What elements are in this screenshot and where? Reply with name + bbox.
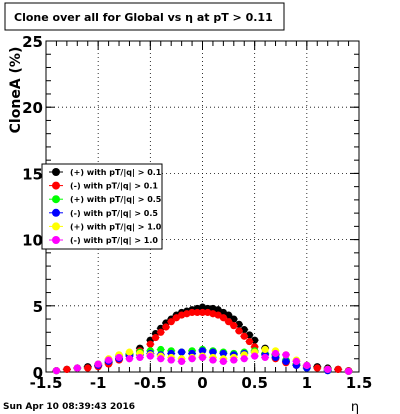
data-point bbox=[224, 318, 233, 326]
data-point bbox=[219, 349, 227, 358]
x-axis-title: η bbox=[351, 400, 359, 414]
series-6 bbox=[52, 349, 353, 375]
data-series bbox=[52, 303, 353, 375]
legend-marker bbox=[52, 236, 60, 244]
data-point bbox=[324, 365, 332, 373]
data-point bbox=[115, 353, 123, 362]
legend-marker bbox=[52, 208, 60, 217]
data-point bbox=[292, 357, 300, 366]
timestamp: Sun Apr 10 08:39:43 2016 bbox=[3, 402, 135, 412]
data-point bbox=[63, 365, 71, 373]
legend-entry: (+) with pT/|q| > 0.1 bbox=[49, 168, 162, 177]
data-point bbox=[261, 353, 269, 362]
x-tick-label: -1.5 bbox=[30, 374, 63, 392]
x-tick-label: 1 bbox=[302, 374, 312, 392]
legend-entry: (-) with pT/|q| > 0.5 bbox=[49, 208, 158, 218]
chart-title: Clone over all for Global vs η at pT > 0… bbox=[14, 11, 273, 24]
plot-area bbox=[45, 40, 360, 375]
data-point bbox=[240, 332, 248, 340]
data-point bbox=[198, 353, 207, 362]
data-point bbox=[125, 348, 134, 356]
legend: (+) with pT/|q| > 0.1 (-) with pT/|q| > 0… bbox=[41, 163, 163, 250]
legend-marker bbox=[52, 195, 60, 204]
data-point bbox=[209, 356, 217, 364]
data-point bbox=[282, 351, 290, 359]
data-point bbox=[157, 355, 165, 363]
y-tick-label: 15 bbox=[22, 165, 43, 183]
legend-label: (-) with pT/|q| > 0.5 bbox=[70, 209, 158, 218]
data-point bbox=[162, 323, 170, 331]
legend-marker bbox=[52, 168, 60, 176]
data-point bbox=[282, 357, 290, 366]
data-point bbox=[261, 345, 269, 354]
data-point bbox=[240, 355, 248, 363]
data-point bbox=[178, 357, 186, 366]
y-axis-title: CloneA (%) bbox=[8, 47, 24, 134]
data-point bbox=[188, 308, 196, 317]
data-point bbox=[73, 364, 81, 372]
x-tick-labels: -1.5 -1 -0.5 0 0.5 1 1.5 bbox=[30, 374, 373, 392]
x-tick-label: -0.5 bbox=[134, 374, 167, 392]
y-tick-label: 5 bbox=[33, 298, 43, 316]
legend-label: (-) with pT/|q| > 1.0 bbox=[70, 236, 158, 245]
legend-label: (-) with pT/|q| > 0.1 bbox=[70, 182, 158, 191]
y-tick-label: 25 bbox=[22, 33, 43, 51]
legend-marker bbox=[52, 222, 60, 231]
data-point bbox=[94, 360, 102, 368]
data-point bbox=[146, 352, 154, 360]
legend-entries: (+) with pT/|q| > 0.1 (-) with pT/|q| > 0… bbox=[49, 168, 162, 245]
data-point bbox=[198, 308, 207, 317]
data-point bbox=[157, 328, 165, 336]
data-point bbox=[334, 365, 342, 373]
data-point bbox=[219, 314, 227, 322]
data-point bbox=[188, 355, 196, 363]
legend-entry: (+) with pT/|q| > 0.5 bbox=[49, 195, 162, 204]
data-point bbox=[271, 349, 280, 358]
x-tick-label: 1.5 bbox=[346, 374, 373, 392]
data-point bbox=[245, 337, 254, 346]
legend-label: (+) with pT/|q| > 0.5 bbox=[70, 195, 162, 204]
data-point bbox=[136, 353, 144, 362]
legend-marker bbox=[52, 181, 60, 190]
y-axis-ticks bbox=[46, 40, 359, 373]
data-point bbox=[209, 348, 217, 356]
data-point bbox=[344, 367, 353, 375]
y-tick-label: 20 bbox=[22, 99, 43, 117]
data-point bbox=[125, 355, 134, 363]
y-tick-label: 0 bbox=[33, 364, 43, 382]
series-5 bbox=[52, 345, 353, 375]
data-point bbox=[235, 327, 243, 335]
data-point bbox=[151, 333, 160, 342]
data-point bbox=[313, 364, 321, 372]
legend-label: (+) with pT/|q| > 0.1 bbox=[70, 168, 162, 177]
x-tick-label: 0.5 bbox=[241, 374, 268, 392]
data-point bbox=[219, 357, 227, 366]
data-point bbox=[230, 322, 238, 330]
y-tick-labels: 0 5 10 15 20 25 bbox=[22, 33, 43, 382]
data-point bbox=[84, 364, 92, 372]
legend-entry: (+) with pT/|q| > 1.0 bbox=[49, 222, 162, 231]
title-box: Clone over all for Global vs η at pT > 0… bbox=[4, 2, 285, 31]
data-point bbox=[193, 308, 201, 317]
data-point bbox=[157, 345, 165, 354]
data-point bbox=[146, 340, 154, 348]
data-point bbox=[230, 356, 238, 364]
data-point bbox=[198, 347, 207, 355]
data-point bbox=[52, 367, 61, 375]
title-frame bbox=[4, 2, 285, 31]
x-tick-label: 0 bbox=[197, 374, 207, 392]
y-tick-label: 10 bbox=[22, 232, 43, 250]
legend-label: (+) with pT/|q| > 1.0 bbox=[70, 222, 162, 231]
data-point bbox=[178, 348, 186, 356]
x-tick-label: -1 bbox=[90, 374, 107, 392]
data-point bbox=[105, 356, 113, 364]
legend-entry: (-) with pT/|q| > 1.0 bbox=[49, 236, 158, 245]
data-point bbox=[167, 356, 175, 364]
legend-entry: (-) with pT/|q| > 0.1 bbox=[49, 181, 158, 191]
data-point bbox=[303, 361, 311, 369]
data-point bbox=[251, 352, 259, 360]
data-point bbox=[167, 318, 175, 326]
legend-frame bbox=[41, 163, 163, 250]
